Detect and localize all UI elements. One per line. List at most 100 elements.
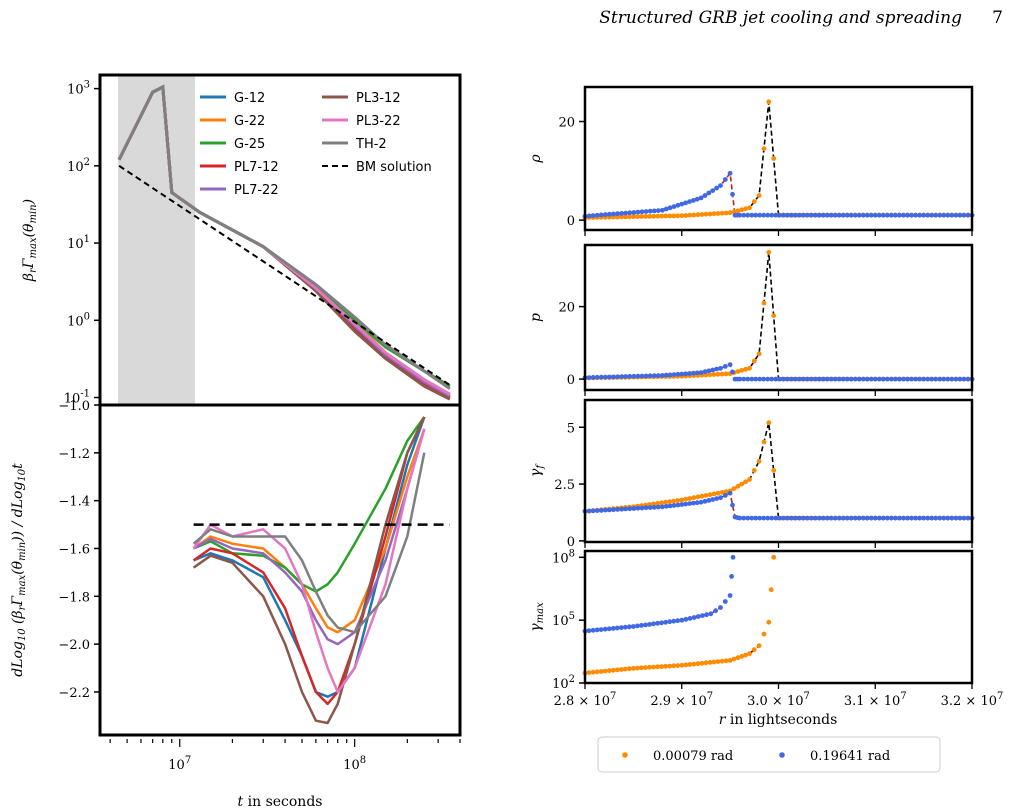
data-point: [691, 198, 696, 203]
data-point: [961, 515, 967, 521]
data-point: [667, 205, 673, 211]
series-line-th-2: [117, 84, 451, 390]
data-point: [757, 212, 763, 218]
data-point: [909, 212, 914, 218]
data-point: [745, 376, 751, 382]
data-point: [590, 213, 596, 219]
data-point: [876, 515, 882, 521]
data-point: [623, 506, 629, 512]
data-point: [722, 599, 728, 604]
data-point: [785, 212, 790, 218]
data-point: [957, 515, 963, 521]
data-point: [905, 376, 910, 382]
data-point: [671, 204, 677, 210]
data-point: [671, 213, 677, 219]
data-point: [691, 615, 697, 620]
data-point: [586, 375, 592, 380]
data-point: [809, 376, 814, 382]
left-legend: G-12 G-22 G-25 PL7-12 PL7-22 PL3-12 PL3-22 TH-2…: [200, 91, 432, 198]
data-point: [711, 491, 717, 497]
data-point: [945, 212, 951, 218]
data-point: [945, 515, 951, 521]
data-point: [817, 212, 822, 218]
data-point: [703, 211, 709, 217]
data-point: [655, 501, 660, 506]
data-point: [626, 214, 632, 220]
legend-label: 0.19641 rad: [810, 749, 890, 764]
data-point: [594, 508, 600, 513]
data-point: [884, 212, 890, 218]
data-point: [805, 376, 810, 382]
data-point: [639, 209, 645, 215]
data-point: [753, 376, 759, 382]
data-point: [797, 212, 802, 218]
data-point: [793, 212, 798, 218]
data-point: [825, 376, 830, 382]
data-point: [707, 211, 713, 217]
data-point: [860, 515, 866, 521]
data-point: [643, 665, 648, 670]
ytick-label: 105: [552, 611, 575, 629]
data-point: [710, 188, 716, 194]
data-point: [825, 515, 830, 521]
ytick-label: −1.2: [58, 447, 90, 462]
data-point: [598, 508, 604, 513]
data-point: [876, 212, 882, 218]
data-point: [618, 667, 624, 672]
data-point: [635, 505, 641, 511]
data-point: [933, 515, 939, 521]
data-point: [639, 373, 645, 379]
data-point: [614, 667, 620, 673]
data-point: [694, 196, 700, 202]
data-point: [864, 376, 870, 382]
data-point: [953, 515, 959, 521]
data-point: [884, 376, 890, 382]
data-point: [598, 627, 604, 632]
data-point: [761, 212, 767, 218]
data-point: [671, 503, 677, 508]
data-point: [745, 212, 751, 218]
data-point: [631, 506, 637, 511]
data-point: [751, 199, 757, 205]
data-point: [852, 515, 858, 521]
series-line-bm-solution: [118, 164, 451, 386]
ytick-label: −1.0: [58, 399, 90, 414]
data-point: [639, 623, 644, 628]
data-point: [647, 373, 653, 379]
data-point: [687, 371, 692, 376]
data-point: [651, 664, 656, 670]
panel-frame: [583, 243, 974, 392]
data-point: [626, 624, 632, 630]
data-point: [737, 515, 743, 521]
legend-label: TH-2: [355, 137, 387, 152]
data-point: [611, 211, 616, 217]
data-point: [789, 515, 794, 521]
series-line-g-12: [193, 416, 426, 698]
data-point: [651, 504, 657, 510]
data-point: [687, 212, 693, 218]
ytick-label: 103: [67, 80, 90, 98]
data-point: [821, 515, 826, 521]
data-point: [941, 212, 947, 218]
data-point: [801, 515, 806, 521]
data-point: [727, 490, 733, 496]
data-point: [793, 376, 798, 382]
data-point: [777, 376, 782, 382]
data-point: [671, 498, 677, 504]
data-point: [723, 489, 729, 494]
data-point: [702, 369, 708, 375]
panel-right-4: 108 105 102 γmax 2.8 × 107 2.9 × 107 3.0 × 107…: [528, 548, 1003, 709]
data-point: [675, 202, 681, 208]
data-point: [706, 190, 712, 196]
left-top-series: [117, 84, 451, 401]
data-point: [659, 500, 664, 506]
data-point: [766, 249, 772, 255]
data-point: [821, 376, 826, 382]
running-title: Structured GRB jet cooling and spreading: [599, 8, 962, 28]
data-point: [941, 515, 947, 521]
data-point: [703, 493, 709, 498]
data-point: [739, 481, 745, 487]
data-point: [691, 370, 696, 376]
